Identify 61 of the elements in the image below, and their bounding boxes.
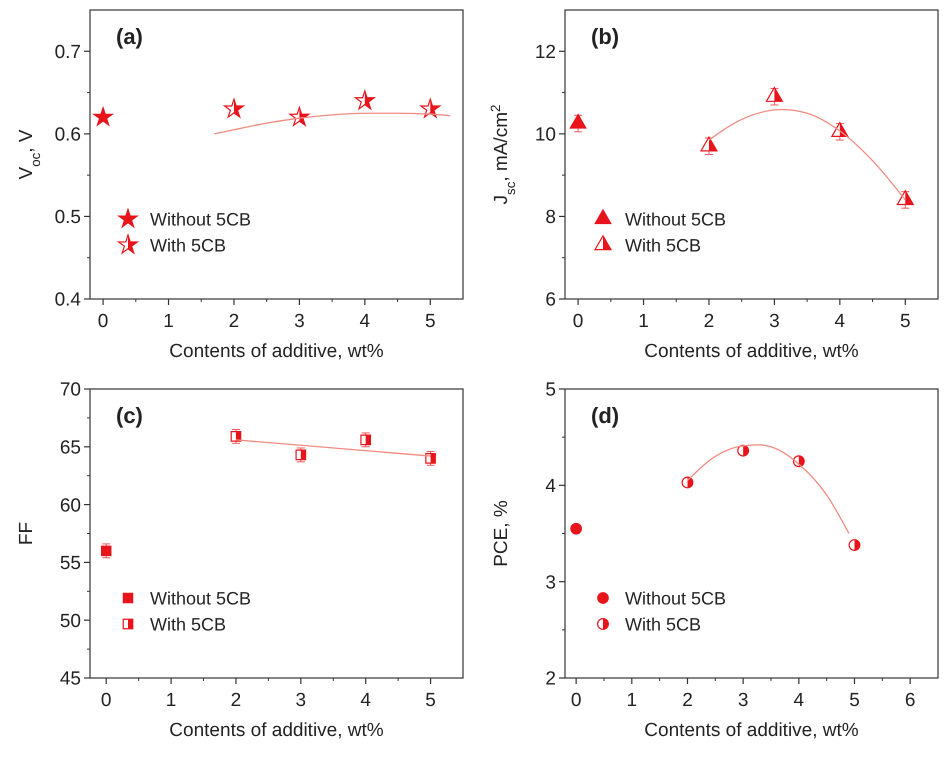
x-axis-title: Contents of additive, wt% [644, 341, 859, 362]
y-axis-title: PCE, % [491, 500, 512, 567]
legend-label: Without 5CB [625, 588, 726, 608]
x-tick-label: 1 [638, 311, 649, 332]
y-axis-title: FF [16, 522, 37, 546]
x-tick-label: 0 [98, 311, 108, 332]
legend-label: Without 5CB [150, 209, 252, 230]
text: (b) [591, 24, 620, 49]
x-tick-label: 3 [738, 690, 748, 711]
x-tick-label: 1 [626, 690, 638, 711]
text: (c) [116, 403, 143, 428]
x-tick-label: 2 [682, 690, 693, 711]
text: (a) [116, 24, 143, 49]
y-tick-label: 5 [545, 380, 556, 401]
y-tick-label: 3 [545, 572, 556, 594]
x-tick-label: 4 [360, 311, 371, 332]
x-axis-title: Contents of additive, wt% [644, 720, 859, 741]
x-tick-label: 0 [100, 690, 112, 711]
y-tick-label: 8 [545, 207, 556, 228]
x-tick-label: 6 [904, 690, 916, 711]
x-tick-label: 3 [294, 311, 305, 332]
x-tick-label: 5 [424, 311, 436, 332]
x-tick-label: 3 [769, 311, 780, 332]
x-axis-title: Contents of additive, wt% [169, 341, 384, 362]
x-tick-label: 5 [849, 690, 860, 711]
y-tick-label: 0.4 [54, 290, 82, 311]
y-tick-label: 70 [60, 380, 81, 401]
y-tick-label: 60 [60, 495, 81, 516]
x-tick-label: 2 [230, 690, 242, 711]
legend-label: With 5CB [150, 235, 226, 256]
y-tick-label: 0.7 [54, 42, 81, 63]
x-tick-label: 4 [360, 690, 372, 711]
legend-label: Without 5CB [625, 209, 726, 230]
y-tick-label: 6 [545, 290, 556, 311]
y-tick-label: 50 [60, 610, 81, 632]
y-tick-label: 10 [534, 124, 556, 146]
x-tick-label: 2 [228, 311, 240, 332]
y-tick-label: 12 [534, 42, 556, 63]
y-tick-label: 0.6 [54, 124, 81, 146]
y-tick-label: 0.5 [54, 207, 81, 228]
text: (d) [591, 403, 620, 428]
x-tick-label: 4 [794, 690, 805, 711]
x-tick-label: 0 [572, 311, 584, 332]
legend-label: With 5CB [625, 235, 702, 256]
x-tick-label: 2 [704, 311, 714, 332]
x-tick-label: 4 [834, 311, 846, 332]
x-tick-label: 0 [570, 690, 582, 711]
y-tick-label: 2 [545, 668, 556, 690]
y-tick-label: 45 [60, 668, 81, 690]
x-tick-label: 5 [425, 690, 436, 711]
y-tick-label: 65 [60, 437, 81, 458]
x-axis-title: Contents of additive, wt% [169, 720, 384, 741]
x-tick-label: 5 [900, 311, 911, 332]
x-tick-label: 1 [163, 311, 174, 332]
legend-label: With 5CB [625, 614, 702, 634]
y-tick-label: 4 [545, 476, 556, 497]
legend-label: With 5CB [150, 614, 226, 634]
legend-label: Without 5CB [150, 588, 252, 608]
x-tick-label: 3 [296, 690, 306, 711]
y-tick-label: 55 [60, 553, 81, 574]
x-tick-label: 1 [166, 690, 176, 711]
